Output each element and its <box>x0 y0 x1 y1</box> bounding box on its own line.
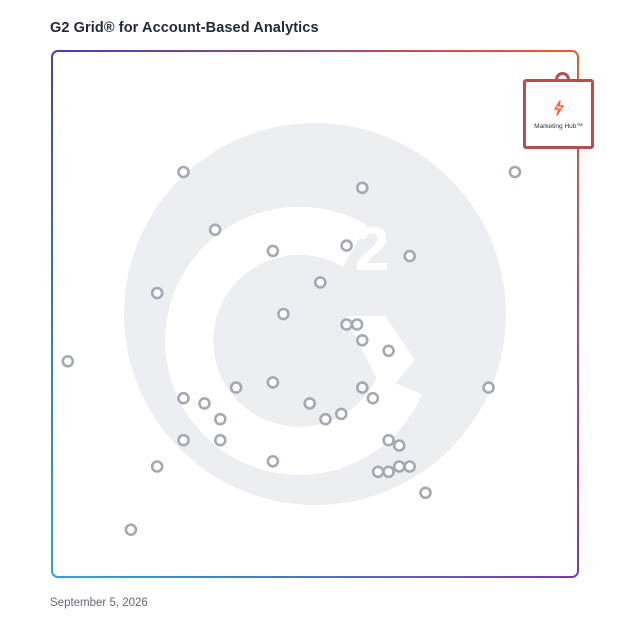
product-dot-35[interactable] <box>392 460 406 473</box>
product-dot-3[interactable] <box>355 181 369 195</box>
product-dot-17[interactable] <box>229 381 243 394</box>
product-dot-5[interactable] <box>266 244 280 258</box>
product-dot-27[interactable] <box>177 433 190 447</box>
frame-bottom <box>51 570 572 578</box>
report-date: September 5, 2026 <box>50 597 148 609</box>
product-dot-22[interactable] <box>303 397 317 410</box>
product-dot-21[interactable] <box>198 397 211 410</box>
product-dot-18[interactable] <box>355 381 369 394</box>
product-dot-1[interactable] <box>508 165 522 179</box>
product-dot-20[interactable] <box>177 391 190 405</box>
product-dot-25[interactable] <box>319 412 332 426</box>
marketing-hub-label: Marketing Hub™ <box>534 123 583 130</box>
product-dot-19[interactable] <box>482 381 495 394</box>
product-dot-32[interactable] <box>266 454 280 468</box>
hubspot-sprocket-icon <box>526 100 591 121</box>
product-dot-24[interactable] <box>214 412 227 426</box>
product-dot-16[interactable] <box>266 376 280 389</box>
product-dot-11[interactable] <box>340 318 353 331</box>
product-dot-33[interactable] <box>371 465 385 479</box>
product-dot-37[interactable] <box>419 486 432 500</box>
product-dot-28[interactable] <box>214 433 227 447</box>
frame-left <box>51 50 59 571</box>
product-dot-34[interactable] <box>382 465 395 479</box>
product-dot-36[interactable] <box>403 460 417 473</box>
product-dot-2[interactable] <box>177 165 190 179</box>
product-dot-12[interactable] <box>350 318 364 331</box>
product-dot-13[interactable] <box>355 333 369 347</box>
product-dot-26[interactable] <box>334 407 348 421</box>
product-dot-7[interactable] <box>403 249 417 263</box>
points-layer <box>61 165 522 537</box>
chart-title: G2 Grid® for Account-Based Analytics <box>50 20 319 36</box>
product-dot-6[interactable] <box>340 239 353 252</box>
product-dot-29[interactable] <box>382 433 395 447</box>
svg-text:2: 2 <box>355 215 389 284</box>
product-dot-31[interactable] <box>150 460 164 473</box>
product-dot-9[interactable] <box>150 286 164 300</box>
frame-right <box>571 57 579 578</box>
product-dot-10[interactable] <box>277 307 290 321</box>
product-dot-38[interactable] <box>124 523 138 537</box>
product-dot-14[interactable] <box>382 344 395 358</box>
product-dot-4[interactable] <box>208 223 222 237</box>
product-dot-15[interactable] <box>61 354 75 368</box>
product-dot-30[interactable] <box>392 439 406 452</box>
product-dot-23[interactable] <box>366 391 380 405</box>
product-dot-8[interactable] <box>313 276 327 289</box>
frame-top <box>58 50 579 58</box>
marketing-hub-card[interactable]: Marketing Hub™ <box>523 79 594 149</box>
